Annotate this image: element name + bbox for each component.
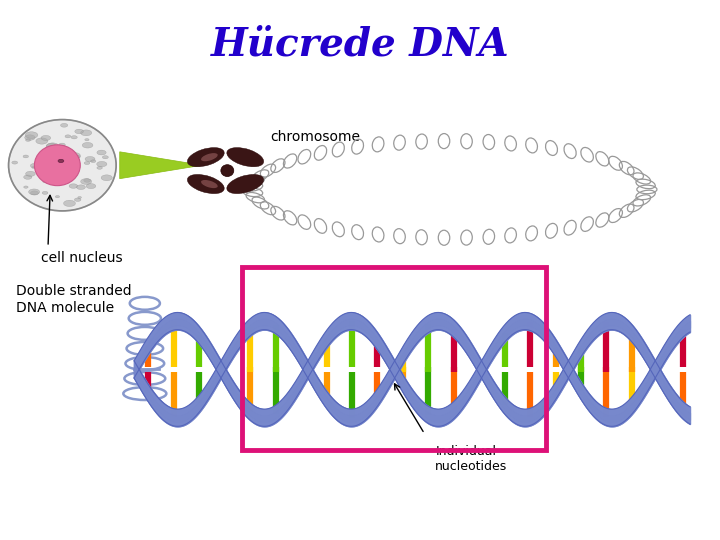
- Bar: [242, 267, 546, 450]
- Ellipse shape: [85, 157, 95, 161]
- Ellipse shape: [29, 189, 40, 195]
- Ellipse shape: [53, 161, 61, 166]
- Ellipse shape: [35, 145, 81, 186]
- Ellipse shape: [42, 180, 48, 183]
- Ellipse shape: [74, 198, 81, 201]
- Ellipse shape: [40, 167, 44, 168]
- Ellipse shape: [60, 164, 64, 167]
- Ellipse shape: [67, 157, 75, 161]
- Ellipse shape: [59, 143, 66, 146]
- Ellipse shape: [84, 161, 90, 165]
- Ellipse shape: [49, 174, 53, 176]
- Ellipse shape: [53, 158, 66, 165]
- Ellipse shape: [63, 159, 75, 165]
- Ellipse shape: [25, 132, 38, 138]
- Ellipse shape: [30, 191, 38, 195]
- Ellipse shape: [66, 170, 76, 175]
- Ellipse shape: [57, 146, 68, 151]
- Ellipse shape: [96, 161, 107, 167]
- Ellipse shape: [227, 174, 264, 194]
- Ellipse shape: [68, 175, 73, 178]
- Ellipse shape: [24, 135, 35, 140]
- Ellipse shape: [23, 155, 29, 158]
- Ellipse shape: [91, 160, 96, 163]
- Ellipse shape: [58, 161, 66, 166]
- Ellipse shape: [65, 135, 71, 138]
- Ellipse shape: [68, 152, 81, 159]
- Text: Individual
nucleotides: Individual nucleotides: [436, 444, 508, 472]
- Ellipse shape: [69, 184, 78, 188]
- Ellipse shape: [47, 155, 58, 161]
- Ellipse shape: [97, 150, 106, 155]
- Ellipse shape: [24, 175, 32, 179]
- Ellipse shape: [50, 154, 58, 158]
- Ellipse shape: [86, 184, 96, 188]
- Ellipse shape: [9, 119, 116, 211]
- Ellipse shape: [101, 175, 112, 181]
- Ellipse shape: [81, 179, 91, 184]
- Ellipse shape: [58, 159, 64, 163]
- Ellipse shape: [59, 162, 68, 167]
- Ellipse shape: [78, 197, 81, 198]
- Ellipse shape: [36, 138, 48, 144]
- Ellipse shape: [30, 164, 38, 168]
- Ellipse shape: [50, 174, 59, 178]
- Ellipse shape: [12, 161, 18, 164]
- Ellipse shape: [45, 158, 54, 163]
- Ellipse shape: [26, 171, 35, 177]
- Ellipse shape: [227, 147, 264, 167]
- Ellipse shape: [32, 166, 36, 168]
- Text: Hücrede DNA: Hücrede DNA: [211, 25, 509, 63]
- Ellipse shape: [201, 153, 217, 161]
- Ellipse shape: [97, 166, 102, 169]
- Ellipse shape: [57, 164, 63, 167]
- Ellipse shape: [81, 130, 91, 136]
- Ellipse shape: [47, 143, 59, 149]
- Ellipse shape: [54, 167, 59, 170]
- Ellipse shape: [64, 152, 73, 156]
- Ellipse shape: [24, 186, 28, 188]
- Ellipse shape: [60, 160, 66, 164]
- Ellipse shape: [187, 147, 224, 167]
- Ellipse shape: [60, 123, 68, 127]
- Text: Double stranded
DNA molecule: Double stranded DNA molecule: [16, 285, 131, 315]
- Ellipse shape: [48, 164, 60, 171]
- Ellipse shape: [84, 179, 91, 182]
- Ellipse shape: [46, 144, 56, 149]
- Text: chromosome: chromosome: [270, 130, 360, 144]
- Ellipse shape: [70, 170, 75, 172]
- Ellipse shape: [82, 143, 93, 148]
- Ellipse shape: [76, 185, 86, 190]
- Ellipse shape: [187, 174, 224, 194]
- Ellipse shape: [52, 168, 62, 173]
- Ellipse shape: [74, 156, 80, 158]
- Ellipse shape: [26, 139, 30, 141]
- Ellipse shape: [85, 139, 89, 141]
- Ellipse shape: [55, 195, 60, 198]
- Ellipse shape: [54, 168, 58, 171]
- Polygon shape: [120, 152, 202, 179]
- Ellipse shape: [55, 163, 68, 170]
- Ellipse shape: [41, 136, 50, 140]
- Ellipse shape: [65, 171, 70, 174]
- Ellipse shape: [40, 165, 45, 168]
- Ellipse shape: [63, 200, 76, 206]
- Ellipse shape: [221, 165, 234, 177]
- Ellipse shape: [42, 191, 48, 194]
- Ellipse shape: [55, 178, 65, 183]
- Ellipse shape: [71, 136, 77, 139]
- Ellipse shape: [51, 150, 62, 156]
- Ellipse shape: [60, 162, 66, 165]
- Ellipse shape: [53, 159, 65, 165]
- Ellipse shape: [102, 156, 108, 159]
- Ellipse shape: [68, 154, 75, 158]
- Ellipse shape: [75, 129, 84, 134]
- Ellipse shape: [201, 180, 217, 188]
- Ellipse shape: [55, 159, 66, 164]
- Text: cell nucleus: cell nucleus: [41, 251, 122, 265]
- Ellipse shape: [57, 158, 68, 165]
- Ellipse shape: [60, 164, 65, 167]
